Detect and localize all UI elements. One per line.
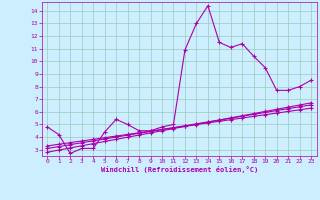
- X-axis label: Windchill (Refroidissement éolien,°C): Windchill (Refroidissement éolien,°C): [100, 166, 258, 173]
